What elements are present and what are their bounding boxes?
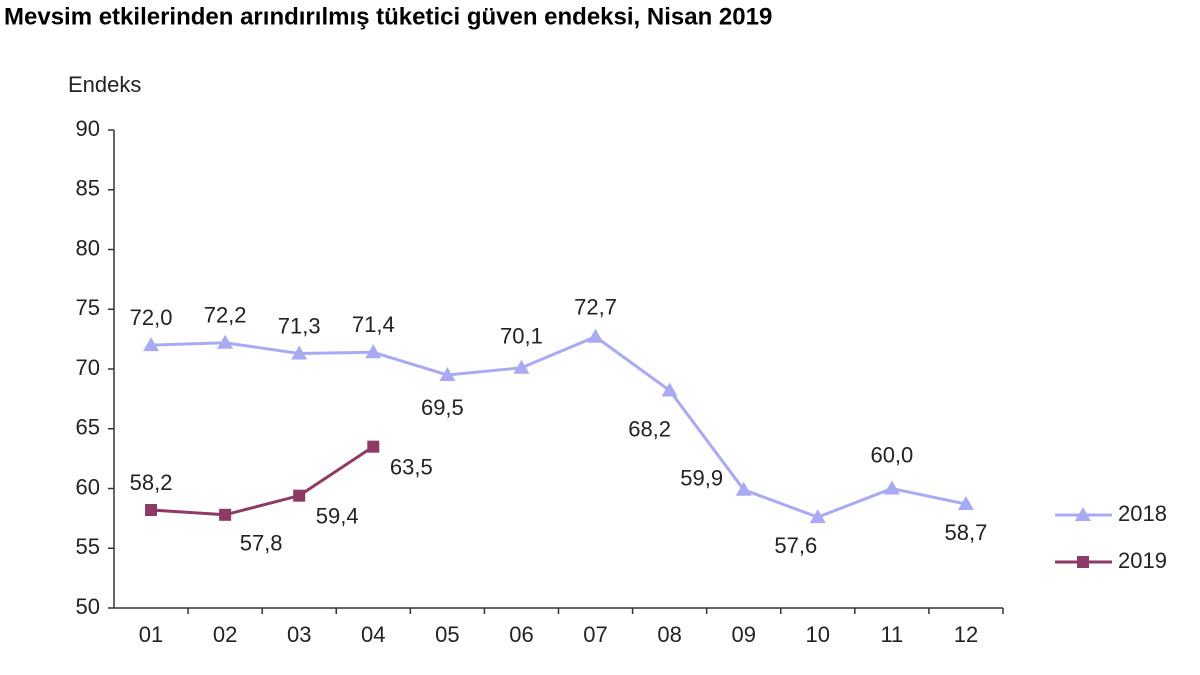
data-label: 71,4	[352, 312, 395, 337]
x-tick-label: 01	[139, 622, 163, 647]
x-tick-label: 04	[361, 622, 385, 647]
x-tick-label: 07	[583, 622, 607, 647]
marker	[735, 481, 752, 496]
data-label: 68,2	[628, 416, 671, 441]
marker	[293, 489, 306, 502]
chart-title: Mevsim etkilerinden arındırılmış tüketic…	[4, 3, 772, 30]
marker	[439, 366, 456, 381]
marker	[513, 359, 530, 374]
data-label: 58,2	[130, 470, 173, 495]
marker	[145, 504, 158, 517]
marker	[365, 344, 382, 359]
y-tick-label: 75	[76, 295, 100, 320]
x-tick-label: 09	[731, 622, 755, 647]
marker	[291, 345, 308, 360]
y-tick-label: 60	[76, 474, 100, 499]
series-line	[150, 445, 375, 517]
x-tick-label: 10	[806, 622, 830, 647]
y-tick-label: 50	[76, 594, 100, 619]
legend-label: 2018	[1118, 501, 1167, 526]
x-tick-label: 11	[880, 622, 903, 647]
data-label: 59,9	[680, 466, 723, 491]
marker	[661, 382, 678, 397]
marker	[809, 509, 826, 524]
legend-label: 2019	[1118, 548, 1167, 573]
marker	[957, 496, 974, 511]
x-tick-label: 05	[435, 622, 459, 647]
marker	[217, 334, 234, 349]
data-label: 72,0	[130, 305, 173, 330]
y-tick-label: 55	[76, 534, 100, 559]
data-label: 63,5	[390, 454, 433, 479]
marker	[367, 440, 380, 453]
y-tick-label: 80	[76, 235, 100, 260]
data-label: 58,7	[945, 520, 988, 545]
data-label: 59,4	[316, 503, 359, 528]
data-label: 70,1	[500, 324, 543, 349]
marker	[219, 508, 232, 521]
data-label: 69,5	[421, 395, 464, 420]
data-label: 72,2	[204, 303, 247, 328]
marker	[143, 337, 160, 352]
y-tick-label: 90	[76, 116, 100, 141]
marker	[587, 328, 604, 343]
legend-marker	[1077, 556, 1089, 568]
y-tick-label: 70	[76, 355, 100, 380]
data-label: 60,0	[870, 442, 913, 467]
y-tick-label: 85	[76, 176, 100, 201]
data-label: 57,6	[774, 533, 817, 558]
data-label: 57,8	[240, 531, 283, 556]
x-tick-label: 03	[287, 622, 311, 647]
data-label: 72,7	[574, 295, 617, 320]
x-tick-label: 08	[657, 622, 681, 647]
data-label: 71,3	[278, 313, 321, 338]
y-tick-label: 65	[76, 415, 100, 440]
x-tick-label: 02	[213, 622, 237, 647]
y-axis-label: Endeks	[68, 72, 141, 97]
series-line	[150, 335, 967, 519]
marker	[883, 480, 900, 495]
x-tick-label: 06	[509, 622, 533, 647]
legend-marker	[1075, 507, 1091, 521]
x-tick-label: 12	[954, 622, 978, 647]
